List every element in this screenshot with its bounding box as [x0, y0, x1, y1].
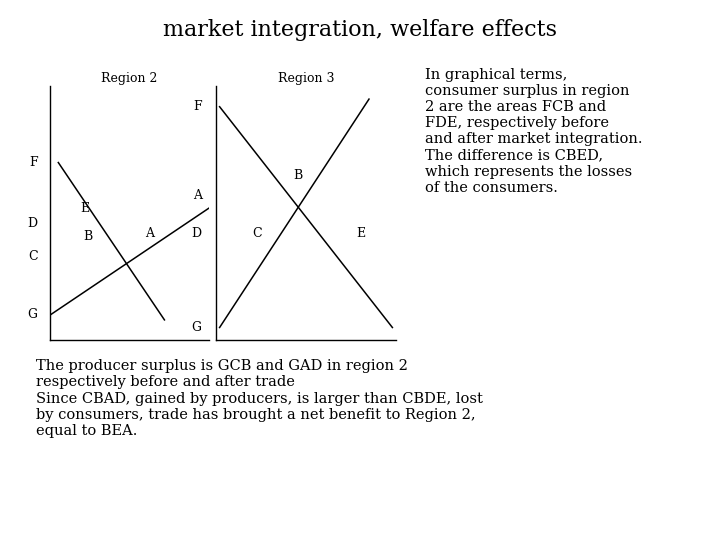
- Text: B: B: [84, 230, 93, 242]
- Text: E: E: [356, 227, 366, 240]
- Text: G: G: [28, 308, 37, 321]
- Title: Region 3: Region 3: [278, 72, 334, 85]
- Text: B: B: [294, 168, 302, 182]
- Text: F: F: [193, 100, 202, 113]
- Text: In graphical terms,
consumer surplus in region
2 are the areas FCB and
FDE, resp: In graphical terms, consumer surplus in …: [425, 68, 642, 195]
- Text: A: A: [145, 227, 154, 240]
- Text: The producer surplus is GCB and GAD in region 2
respectively before and after tr: The producer surplus is GCB and GAD in r…: [36, 359, 483, 438]
- Text: G: G: [192, 321, 202, 334]
- Text: F: F: [29, 156, 37, 169]
- Text: D: D: [192, 227, 202, 240]
- Text: A: A: [193, 189, 202, 202]
- Text: market integration, welfare effects: market integration, welfare effects: [163, 19, 557, 41]
- Text: E: E: [81, 202, 89, 215]
- Text: D: D: [27, 217, 37, 230]
- Text: C: C: [28, 250, 37, 263]
- Title: Region 2: Region 2: [102, 72, 158, 85]
- Text: C: C: [252, 227, 261, 240]
